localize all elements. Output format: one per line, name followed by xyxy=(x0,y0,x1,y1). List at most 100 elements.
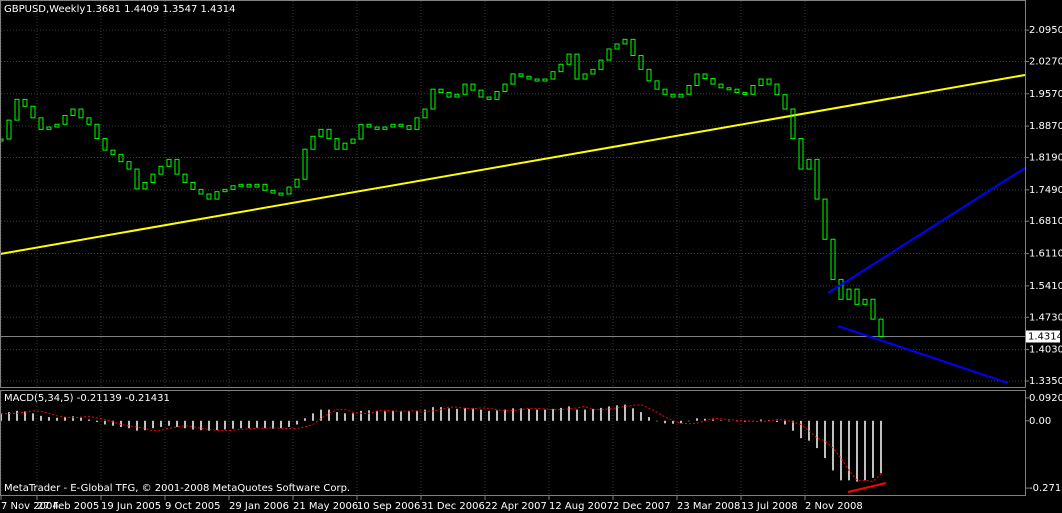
price-bar xyxy=(182,173,188,183)
price-bar xyxy=(174,158,180,175)
footer: MetaTrader - E-Global TFG, © 2001-2008 M… xyxy=(4,483,350,494)
price-bar xyxy=(286,186,292,195)
price-bar xyxy=(718,83,724,89)
current-price-box xyxy=(1026,330,1060,343)
macd-bar xyxy=(304,418,306,421)
macd-bar xyxy=(184,420,186,429)
price-bar xyxy=(750,84,756,95)
macd-bar xyxy=(264,420,266,429)
price-bar xyxy=(622,38,628,45)
macd-bar xyxy=(872,420,874,478)
x-tick-label: 2 Nov 2008 xyxy=(805,501,863,512)
macd-bar xyxy=(480,409,482,421)
price-bar xyxy=(230,185,236,190)
macd-bar xyxy=(8,412,10,421)
price-bar xyxy=(710,78,716,85)
price-bar xyxy=(734,88,740,93)
price-bar xyxy=(6,119,12,140)
price-bar xyxy=(358,123,364,140)
price-bar xyxy=(118,153,124,163)
y-tick-label: 2.0950 xyxy=(1029,25,1062,36)
marks-layer xyxy=(0,38,884,483)
price-bar xyxy=(414,117,420,130)
macd-bar xyxy=(816,420,818,449)
macd-bar xyxy=(528,408,530,421)
macd-bar xyxy=(32,413,34,421)
price-bar xyxy=(366,123,372,128)
macd-bar xyxy=(760,419,762,421)
x-tick-label: 22 Apr 2007 xyxy=(485,501,547,512)
macd-bar xyxy=(488,410,490,421)
price-bar xyxy=(262,183,268,191)
price-bar xyxy=(334,138,340,150)
price-bar xyxy=(590,68,596,75)
y-tick-label: 1.6810 xyxy=(1029,216,1062,227)
price-bar xyxy=(566,53,572,65)
price-bar xyxy=(14,98,20,121)
price-bar xyxy=(822,198,828,240)
price-bar xyxy=(430,88,436,110)
macd-bar xyxy=(808,420,810,441)
price-bar xyxy=(374,126,380,130)
macd-bar xyxy=(112,420,114,426)
macd-bar xyxy=(584,409,586,421)
macd-bar xyxy=(792,420,794,431)
macd-bar xyxy=(128,420,130,429)
x-tick-label: 12 Aug 2007 xyxy=(549,501,613,512)
price-bar xyxy=(70,108,76,117)
macd-bar xyxy=(248,420,250,429)
price-bar xyxy=(30,105,36,119)
macd-bar xyxy=(472,408,474,421)
price-bar xyxy=(798,138,804,170)
macd-bar xyxy=(736,420,738,422)
price-bar xyxy=(838,278,844,300)
y-tick-label: 2.0270 xyxy=(1029,56,1062,67)
price-bar xyxy=(758,78,764,86)
price-bar xyxy=(526,75,532,80)
price-bar xyxy=(646,68,652,82)
price-bar xyxy=(126,161,132,170)
x-tick-label: 13 Jul 2008 xyxy=(741,501,798,512)
macd-panel-frame xyxy=(0,390,1026,496)
price-bar xyxy=(782,94,788,110)
macd-bar xyxy=(512,408,514,421)
price-bar xyxy=(38,117,44,130)
x-tick-label: 21 May 2006 xyxy=(293,501,358,512)
price-bar xyxy=(310,135,316,150)
macd-bar xyxy=(312,413,314,421)
macd-bar xyxy=(448,408,450,421)
price-bar xyxy=(142,181,148,190)
price-bar xyxy=(606,48,612,61)
price-bar xyxy=(686,84,692,95)
macd-bar xyxy=(144,420,146,431)
macd-bar xyxy=(416,410,418,421)
macd-bar xyxy=(176,420,178,427)
macd-bar xyxy=(624,404,626,421)
macd-bar xyxy=(96,420,98,423)
macd-bar xyxy=(464,407,466,421)
x-tick-label: 9 Oct 2005 xyxy=(165,501,220,512)
macd-bar xyxy=(632,408,634,421)
price-bar xyxy=(510,73,516,85)
x-tick-label: 29 Jan 2006 xyxy=(229,501,289,512)
macd-bar xyxy=(64,417,66,421)
macd-bar xyxy=(40,415,42,421)
macd-bar xyxy=(192,420,194,430)
macd-bar xyxy=(400,410,402,421)
price-bar xyxy=(702,73,708,80)
macd-bar xyxy=(320,409,322,421)
macd-bar xyxy=(360,410,362,421)
macd-bar xyxy=(200,420,202,431)
price-bar xyxy=(678,93,684,98)
y-tick-label: 1.4030 xyxy=(1029,345,1062,356)
x-tick-label: 23 Mar 2008 xyxy=(677,501,740,512)
macd-bar xyxy=(576,409,578,421)
macd-bar xyxy=(352,413,354,421)
macd-bar xyxy=(520,408,522,421)
price-bar xyxy=(518,73,524,77)
price-bar xyxy=(830,238,836,280)
price-bar xyxy=(54,123,60,128)
grid-layer xyxy=(0,1,1025,495)
price-bar xyxy=(254,183,260,188)
